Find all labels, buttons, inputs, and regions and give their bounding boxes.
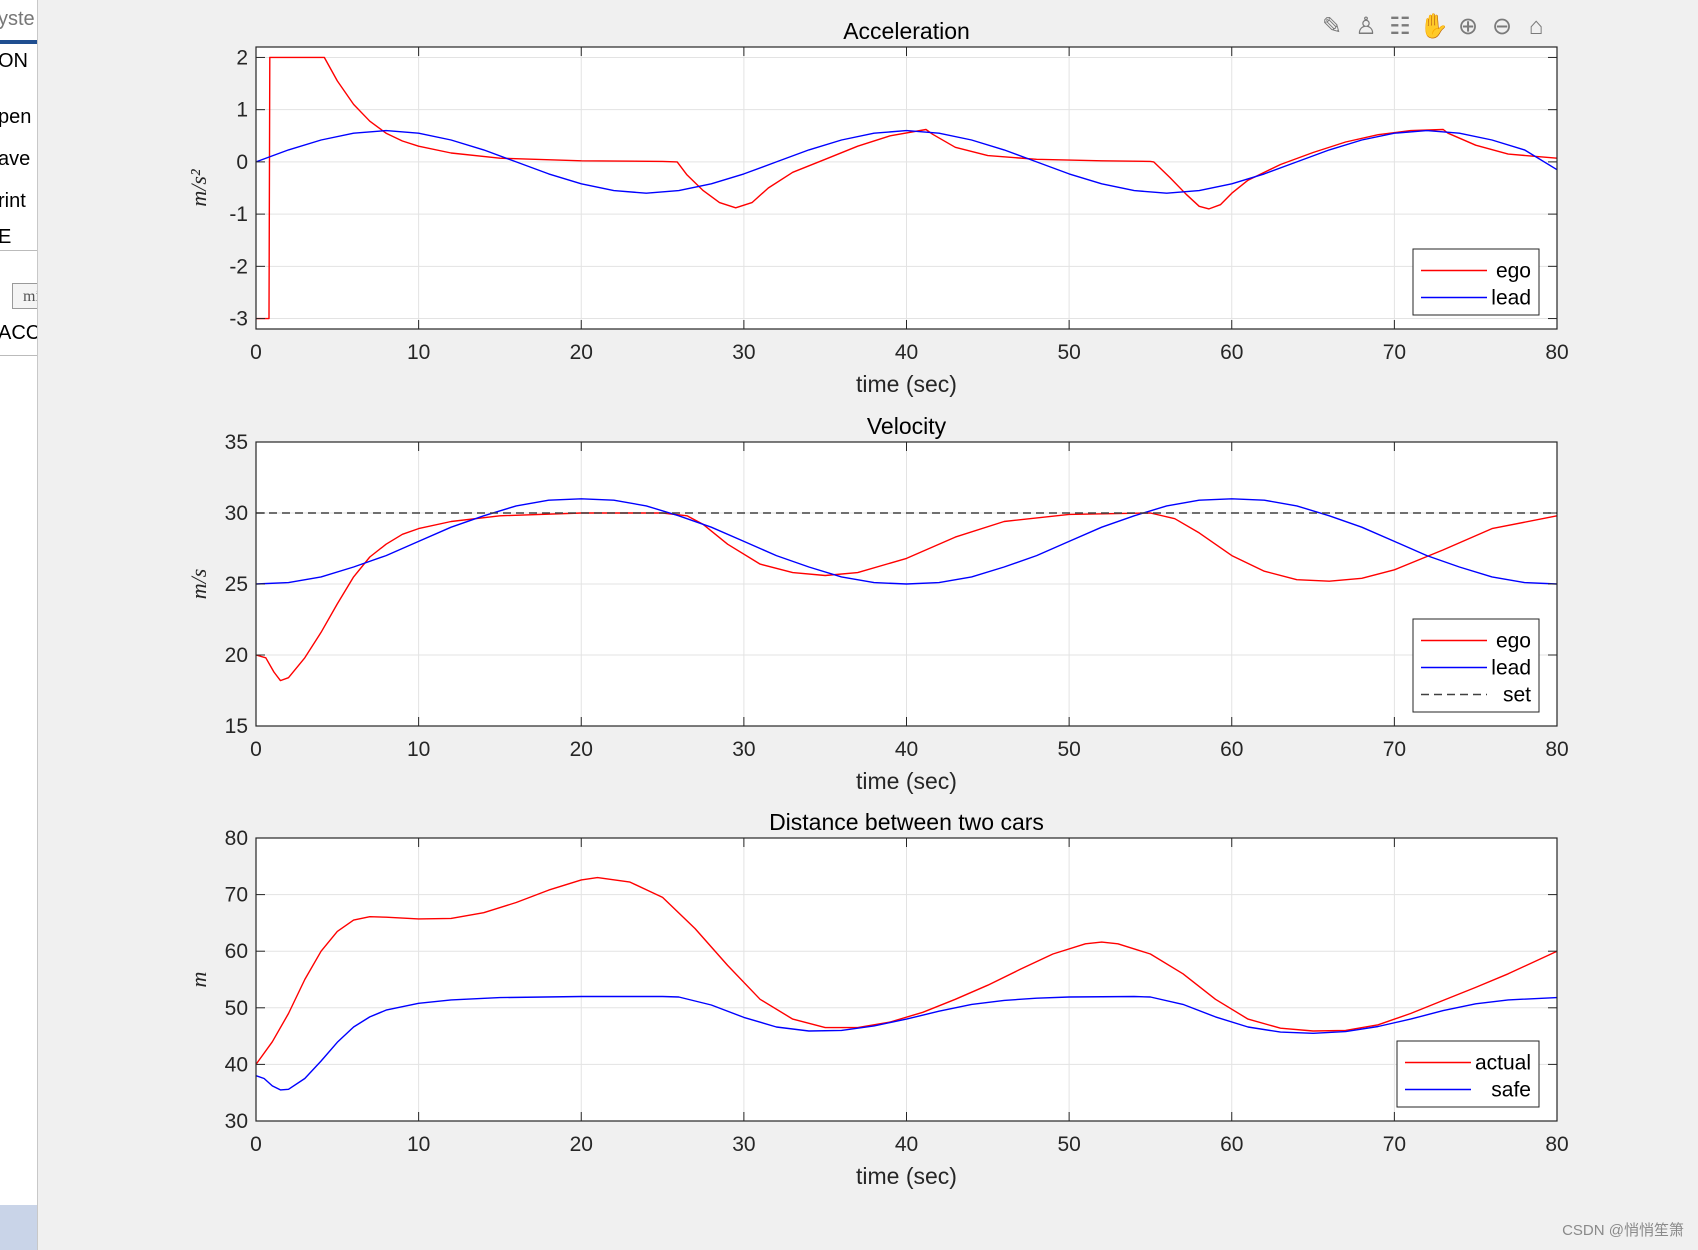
x-tick-label: 80	[1545, 1133, 1568, 1156]
y-tick-label: 2	[236, 46, 248, 69]
legend: ego lead	[1412, 248, 1540, 316]
strip-fragment-acc: ACC	[0, 322, 38, 344]
chart-2: 0 10 20 30 40 50 60 70 80 30 40 50 60 70 80 Distance be…	[186, 809, 1569, 1189]
series-line-ego	[256, 56, 1558, 320]
legend-label-ego: ego	[1496, 260, 1531, 283]
pan-hand-icon[interactable]: ✋	[1419, 13, 1449, 40]
series-line-safe	[255, 995, 1558, 1091]
home-icon[interactable]: ⌂	[1528, 13, 1544, 40]
chart-1: 0 10 20 30 40 50 60 70 80 15 20 25 30 35 Velocity time …	[186, 413, 1569, 794]
x-tick-label: 20	[570, 1133, 593, 1156]
legend-label-actual: actual	[1475, 1052, 1531, 1075]
legend-box	[1396, 1040, 1540, 1108]
y-tick-label: 30	[225, 1110, 248, 1133]
axes-toolbar: ✎ ♙ ☷ ✋ ⊕ ⊖ ⌂	[1315, 12, 1553, 42]
chart-0: 0 10 20 30 40 50 60 70 80 -3 -2 -1 0 1 2 Acceleration ti…	[186, 18, 1569, 397]
series-line-ego	[255, 512, 1558, 682]
y-tick-label: 60	[225, 940, 248, 963]
x-tick-label: 70	[1383, 738, 1406, 761]
x-axis-label: time (sec)	[856, 371, 957, 397]
strip-accent-bar	[0, 40, 37, 44]
watermark-text: CSDN @悄悄笙箫	[1562, 1222, 1684, 1239]
brush-edit-icon[interactable]: ✎	[1321, 13, 1343, 40]
series-line-lead	[255, 498, 1558, 585]
legend-label-set: set	[1503, 684, 1531, 707]
background-window-strip: yste ON pen ave rint E mi ACC	[0, 0, 38, 1250]
x-tick-label: 10	[407, 1133, 430, 1156]
x-tick-label: 0	[250, 341, 262, 364]
chart-title: Acceleration	[843, 18, 970, 44]
legend-icon[interactable]: ☷	[1389, 13, 1411, 40]
x-tick-label: 60	[1220, 738, 1243, 761]
strip-fragment-open[interactable]: pen	[0, 106, 32, 128]
y-tick-label: 40	[225, 1053, 248, 1076]
x-axis-label: time (sec)	[856, 1163, 957, 1189]
legend-box	[1412, 248, 1540, 316]
x-tick-label: 30	[732, 1133, 755, 1156]
legend-label-ego: ego	[1496, 630, 1531, 653]
legend-box	[1412, 618, 1540, 713]
y-tick-label: 0	[236, 151, 248, 174]
y-tick-label: -2	[229, 255, 248, 278]
y-tick-label: 70	[225, 884, 248, 907]
series-line-lead	[255, 129, 1558, 194]
x-tick-label: 70	[1383, 341, 1406, 364]
x-tick-label: 70	[1383, 1133, 1406, 1156]
zoom-in-icon[interactable]: ⊕	[1457, 13, 1479, 40]
strip-divider	[0, 250, 37, 251]
x-tick-label: 20	[570, 738, 593, 761]
strip-fragment-e: E	[0, 226, 11, 249]
strip-divider-2	[0, 355, 37, 356]
x-tick-label: 10	[407, 341, 430, 364]
y-tick-label: -1	[229, 203, 248, 226]
strip-fragment-save[interactable]: ave	[0, 148, 31, 170]
series-line-actual	[255, 876, 1558, 1065]
y-tick-label: 20	[225, 644, 248, 667]
strip-tab[interactable]: mi	[12, 283, 37, 309]
y-tick-label: 30	[225, 502, 248, 525]
legend-label-safe: safe	[1491, 1079, 1531, 1102]
x-tick-label: 40	[895, 738, 918, 761]
legend-label-lead: lead	[1491, 287, 1531, 310]
x-tick-label: 60	[1220, 1133, 1243, 1156]
x-tick-label: 60	[1220, 341, 1243, 364]
x-tick-label: 30	[732, 341, 755, 364]
legend: actual safe	[1396, 1040, 1540, 1108]
y-tick-label: 80	[225, 827, 248, 850]
chart-title: Distance between two cars	[769, 809, 1044, 835]
strip-fragment-print[interactable]: rint	[0, 190, 26, 212]
x-tick-label: 50	[1057, 738, 1080, 761]
chart-title: Velocity	[867, 413, 947, 439]
x-axis-label: time (sec)	[856, 768, 957, 794]
y-tick-label: 15	[225, 715, 248, 738]
y-axis-label: m/s²	[186, 169, 211, 207]
x-tick-label: 30	[732, 738, 755, 761]
data-cursor-icon[interactable]: ♙	[1355, 13, 1377, 40]
y-tick-label: 25	[225, 573, 248, 596]
x-tick-label: 0	[250, 1133, 262, 1156]
x-tick-label: 40	[895, 1133, 918, 1156]
x-tick-label: 50	[1057, 341, 1080, 364]
legend-label-lead: lead	[1491, 657, 1531, 680]
x-tick-label: 40	[895, 341, 918, 364]
strip-fragment-system: yste	[0, 8, 35, 30]
x-tick-label: 20	[570, 341, 593, 364]
x-tick-label: 80	[1545, 341, 1568, 364]
y-tick-label: 1	[236, 99, 248, 122]
x-tick-label: 80	[1545, 738, 1568, 761]
y-tick-label: 50	[225, 997, 248, 1020]
y-tick-label: -3	[229, 308, 248, 331]
zoom-out-icon[interactable]: ⊖	[1491, 13, 1513, 40]
x-tick-label: 10	[407, 738, 430, 761]
strip-fragment-on: ON	[0, 50, 28, 72]
legend: ego lead set	[1412, 618, 1540, 713]
y-tick-label: 35	[225, 431, 248, 454]
y-axis-label: m/s	[186, 569, 211, 600]
x-tick-label: 0	[250, 738, 262, 761]
strip-bottom-panel	[0, 1205, 37, 1250]
y-axis-label: m	[186, 972, 211, 988]
x-tick-label: 50	[1057, 1133, 1080, 1156]
